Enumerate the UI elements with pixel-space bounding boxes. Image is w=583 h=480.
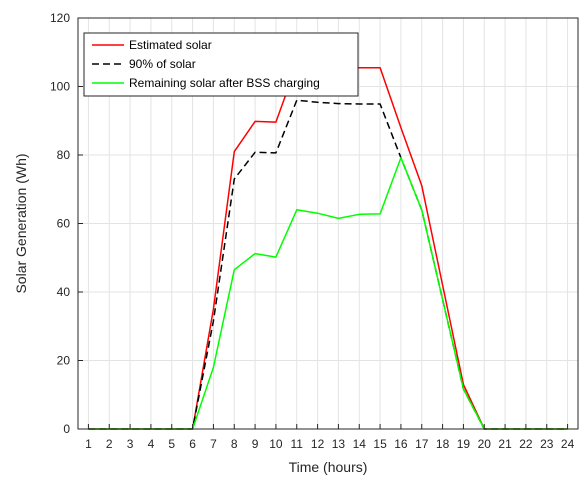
y-tick-label: 60	[57, 217, 71, 231]
legend: Estimated solar 90% of solar Remaining sol…	[83, 32, 359, 97]
x-axis-label: Time (hours)	[289, 459, 368, 475]
y-tick-label: 20	[57, 354, 71, 368]
x-tick-label: 9	[252, 437, 259, 451]
legend-label-3: Remaining solar after BSS charging	[129, 76, 320, 90]
x-tick-label: 17	[415, 437, 429, 451]
x-tick-label: 22	[519, 437, 533, 451]
x-tick-label: 24	[561, 437, 575, 451]
y-tick-label: 0	[63, 422, 70, 436]
x-tick-label: 13	[332, 437, 346, 451]
x-tick-label: 20	[478, 437, 492, 451]
x-tick-label: 1	[85, 437, 92, 451]
y-tick-label: 120	[50, 11, 70, 25]
y-tick-label: 40	[57, 285, 71, 299]
x-tick-label: 10	[269, 437, 283, 451]
x-tick-label: 14	[353, 437, 367, 451]
legend-label-1: Estimated solar	[129, 38, 212, 52]
legend-box	[83, 32, 359, 97]
x-tick-label: 2	[106, 437, 113, 451]
x-tick-label: 15	[373, 437, 387, 451]
x-tick-label: 4	[148, 437, 155, 451]
x-tick-label: 3	[127, 437, 134, 451]
x-tick-label: 7	[210, 437, 217, 451]
x-tick-label: 23	[540, 437, 554, 451]
x-tick-label: 19	[457, 437, 471, 451]
x-tick-label: 12	[311, 437, 325, 451]
y-tick-label: 80	[57, 148, 71, 162]
legend-label-2: 90% of solar	[129, 57, 196, 71]
x-tick-label: 8	[231, 437, 238, 451]
x-tick-label: 16	[394, 437, 408, 451]
x-tick-label: 21	[498, 437, 512, 451]
x-tick-label: 6	[189, 437, 196, 451]
x-tick-label: 18	[436, 437, 450, 451]
x-tick-label: 11	[291, 437, 304, 451]
y-tick-label: 100	[50, 80, 70, 94]
y-axis-label: Solar Generation (Wh)	[13, 153, 29, 293]
x-tick-label: 5	[168, 437, 175, 451]
axes: 1 2 3 4 5 6 7 8 9 10 11 12 13 14 15 16 17 18 19 20 21 22 23 240…	[50, 11, 575, 451]
